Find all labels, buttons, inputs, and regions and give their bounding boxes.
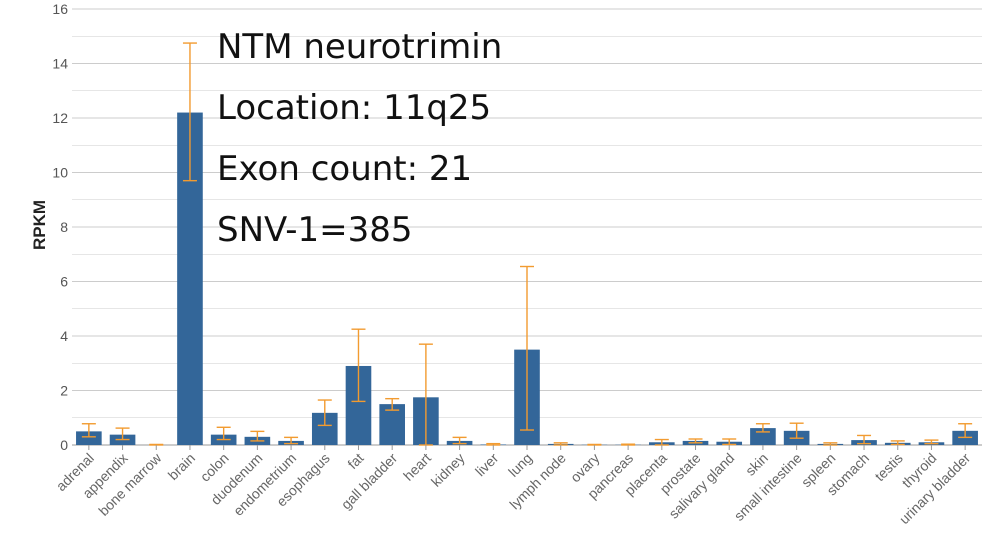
y-tick-label: 8: [60, 219, 68, 235]
y-tick-label: 10: [52, 165, 68, 181]
x-tick-label: kidney: [428, 450, 468, 490]
x-tick-label: brain: [165, 450, 198, 483]
annotation-block: NTM neurotrimin Location: 11q25 Exon cou…: [217, 27, 502, 250]
annotation-gene-name: NTM neurotrimin: [217, 27, 502, 67]
y-tick-label: 0: [60, 437, 68, 453]
y-tick-label: 12: [52, 110, 68, 126]
annotation-location: Location: 11q25: [217, 88, 491, 128]
annotation-exon-count: Exon count: 21: [217, 149, 472, 189]
y-tick-label: 2: [60, 383, 68, 399]
y-tick-label: 4: [60, 328, 68, 344]
x-tick-label: liver: [472, 450, 502, 480]
x-tick-label: skin: [742, 450, 771, 479]
y-tick-labels: 0 2 4 6 8 10 12 14 16: [52, 1, 68, 453]
x-tick-label: fat: [344, 450, 366, 472]
bar: [76, 431, 102, 445]
y-axis-label: RPKM: [30, 200, 49, 250]
y-tick-label: 6: [60, 274, 68, 290]
bar: [379, 404, 405, 445]
y-tick-label: 14: [52, 56, 68, 72]
error-bars: [81, 42, 973, 446]
annotation-snv-count: SNV-1=385: [217, 210, 413, 250]
y-tick-label: 16: [52, 1, 68, 17]
